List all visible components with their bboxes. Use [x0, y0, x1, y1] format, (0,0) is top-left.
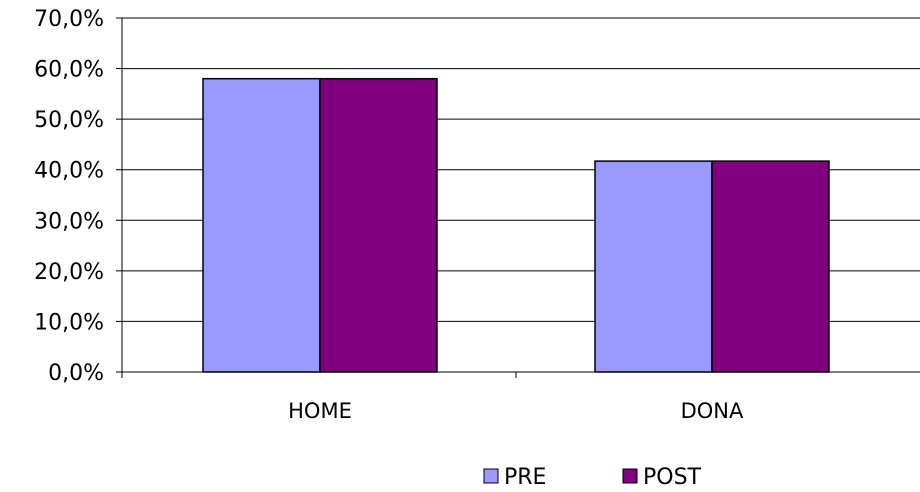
y-tick-label: 40,0%: [34, 159, 104, 184]
legend-label-post: POST: [643, 465, 702, 490]
y-tick-label: 50,0%: [34, 108, 104, 133]
legend-label-pre: PRE: [504, 465, 546, 490]
legend-swatch-pre: [483, 468, 499, 484]
bar-pre-dona: [594, 160, 713, 373]
bars: [202, 77, 830, 373]
y-axis-ticks: 0,0% 10,0% 20,0% 30,0% 40,0% 50,0% 60,0% 70,0%: [34, 7, 122, 386]
legend-swatch-post: [622, 468, 638, 484]
y-tick-label: 70,0%: [34, 7, 104, 32]
y-tick-label: 60,0%: [34, 58, 104, 83]
bar-pre-home: [202, 77, 321, 373]
x-category-label: DONA: [681, 399, 744, 423]
bar-post-dona: [711, 160, 830, 373]
y-tick-label: 10,0%: [34, 310, 104, 335]
legend: PRE POST: [483, 465, 702, 490]
axes: [121, 18, 920, 378]
bar-post-home: [319, 77, 438, 373]
x-axis-labels: HOME DONA: [288, 399, 744, 423]
y-tick-label: 30,0%: [34, 209, 104, 234]
y-tick-label: 20,0%: [34, 260, 104, 285]
y-tick-label: 0,0%: [48, 361, 104, 386]
x-category-label: HOME: [288, 399, 352, 423]
